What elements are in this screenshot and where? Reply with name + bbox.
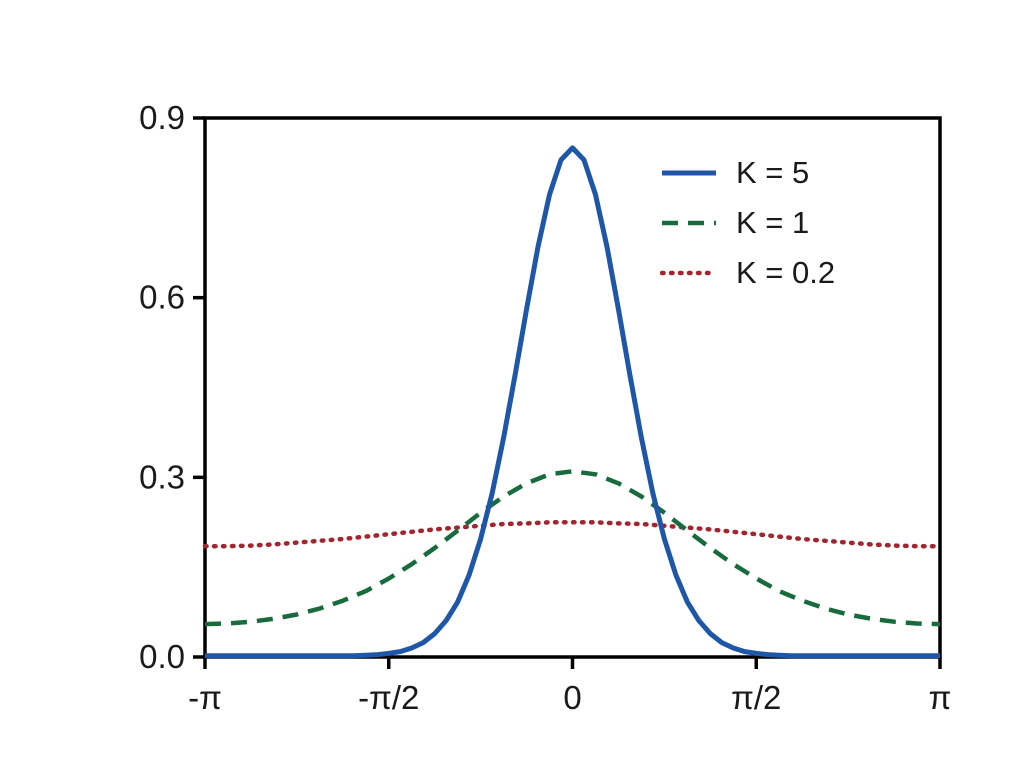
legend-line-sample — [660, 270, 718, 276]
x-tick-label: π/2 — [731, 679, 781, 716]
legend-label: K = 5 — [736, 155, 810, 190]
x-tick-label: 0 — [563, 679, 581, 716]
series-line-k-0.2 — [202, 520, 943, 549]
x-tick-label: -π — [188, 679, 222, 716]
y-tick-label: 0.0 — [139, 638, 185, 675]
legend-label: K = 0.2 — [736, 255, 836, 290]
legend-label: K = 1 — [736, 205, 810, 240]
series-line-k-5 — [205, 145, 940, 659]
y-tick-label: 0.9 — [139, 99, 185, 136]
y-tick-label: 0.3 — [139, 458, 185, 495]
x-tick-label: -π/2 — [358, 679, 419, 716]
legend-item: K = 0.2 — [660, 248, 835, 298]
legend-item: K = 5 — [660, 148, 835, 198]
legend-line-sample — [662, 220, 716, 226]
x-tick-label: π — [929, 679, 952, 716]
legend-line-sample — [662, 170, 716, 176]
legend: K = 5 K = 1 K = 0.2 — [660, 148, 835, 298]
legend-item: K = 1 — [660, 198, 835, 248]
series-line-k-1 — [204, 469, 941, 627]
y-tick-label: 0.6 — [139, 279, 185, 316]
